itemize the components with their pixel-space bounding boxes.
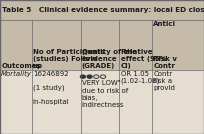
Text: Quality of the
evidence
(GRADE): Quality of the evidence (GRADE) <box>82 49 137 69</box>
Text: Risk v
Contr: Risk v Contr <box>153 56 177 69</box>
Text: Mortality: Mortality <box>1 71 32 77</box>
Text: 16246892

(1 study)

in-hospital: 16246892 (1 study) in-hospital <box>33 71 70 105</box>
Circle shape <box>94 75 99 78</box>
Text: OR 1.05
(1.02-1.08): OR 1.05 (1.02-1.08) <box>121 71 160 84</box>
Text: No of Participants
(studies) Follow
up: No of Participants (studies) Follow up <box>33 49 105 69</box>
Circle shape <box>100 75 106 78</box>
Bar <box>0 20 204 70</box>
Text: due to risk of
bias,
indirectness: due to risk of bias, indirectness <box>82 88 128 108</box>
Text: Table 5   Clinical evidence summary: local ED closure versu: Table 5 Clinical evidence summary: local… <box>2 7 204 13</box>
Bar <box>0 0 204 20</box>
Bar <box>0 70 204 134</box>
Text: Outcomes: Outcomes <box>1 63 41 69</box>
Text: Contr
risk a
provid: Contr risk a provid <box>153 71 175 91</box>
Circle shape <box>87 75 92 78</box>
Circle shape <box>80 75 85 78</box>
Text: VERY LOWᵃ: VERY LOWᵃ <box>82 80 120 86</box>
Text: Relative
effect (95%
CI): Relative effect (95% CI) <box>121 49 166 69</box>
Text: Antici: Antici <box>153 21 176 27</box>
